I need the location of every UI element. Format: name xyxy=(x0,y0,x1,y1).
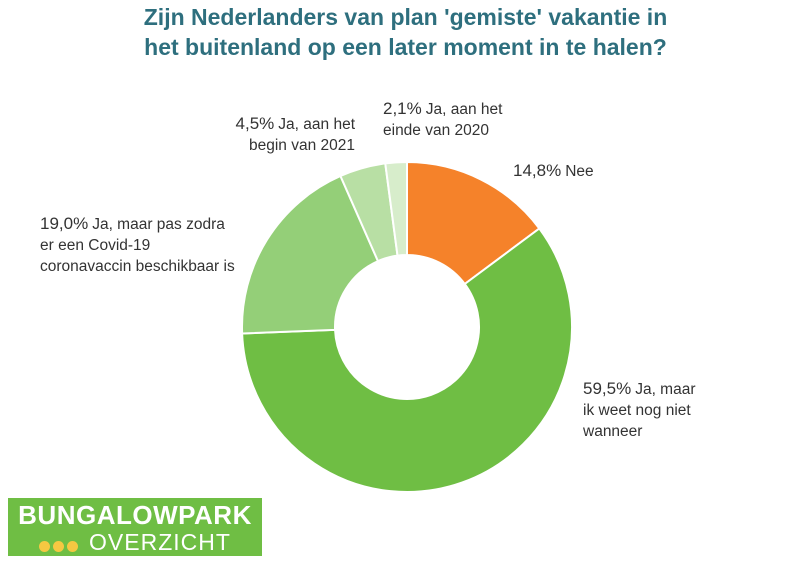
logo-line: BUNGALOWPARK xyxy=(18,500,252,530)
logo-line: OVERZICHT xyxy=(8,530,262,556)
value-label: 4,5% xyxy=(235,114,275,133)
slice-label: 19,0% Ja, maar pas zodra er een Covid-19 … xyxy=(40,213,235,277)
value-label: 2,1% xyxy=(383,99,422,118)
value-label: 59,5% xyxy=(583,379,632,398)
slice-label: 14,8% Nee xyxy=(513,160,663,182)
category-label: Ja, maar pas zodra er een Covid-19 coron… xyxy=(40,216,235,275)
title-line: het buitenland op een later moment in te… xyxy=(144,34,667,60)
logo: BUNGALOWPARK OVERZICHT xyxy=(8,498,262,556)
slice xyxy=(384,160,408,257)
category-label: Ja, aan het einde van 2020 xyxy=(383,101,503,139)
logo-text: OVERZICHT xyxy=(89,529,231,555)
category-label: Nee xyxy=(565,163,594,180)
value-label: 14,8% xyxy=(513,161,562,180)
category-label: Ja, aan het begin van 2021 xyxy=(248,116,355,154)
slice-label: 2,1% Ja, aan het einde van 2020 xyxy=(383,98,518,141)
logo-dots xyxy=(39,532,81,556)
slice-label: 4,5% Ja, aan het begin van 2021 xyxy=(200,113,355,156)
category-label: Ja, maar ik weet nog niet wanneer xyxy=(583,381,696,440)
slice xyxy=(406,160,541,286)
slice xyxy=(241,174,380,335)
slice xyxy=(241,227,573,493)
slice-label: 59,5% Ja, maar ik weet nog niet wanneer xyxy=(583,378,703,442)
title-line: Zijn Nederlanders van plan 'gemiste' vak… xyxy=(143,4,668,30)
chart-title: Zijn Nederlanders van plan 'gemiste' vak… xyxy=(0,2,811,62)
value-label: 19,0% xyxy=(40,214,89,233)
